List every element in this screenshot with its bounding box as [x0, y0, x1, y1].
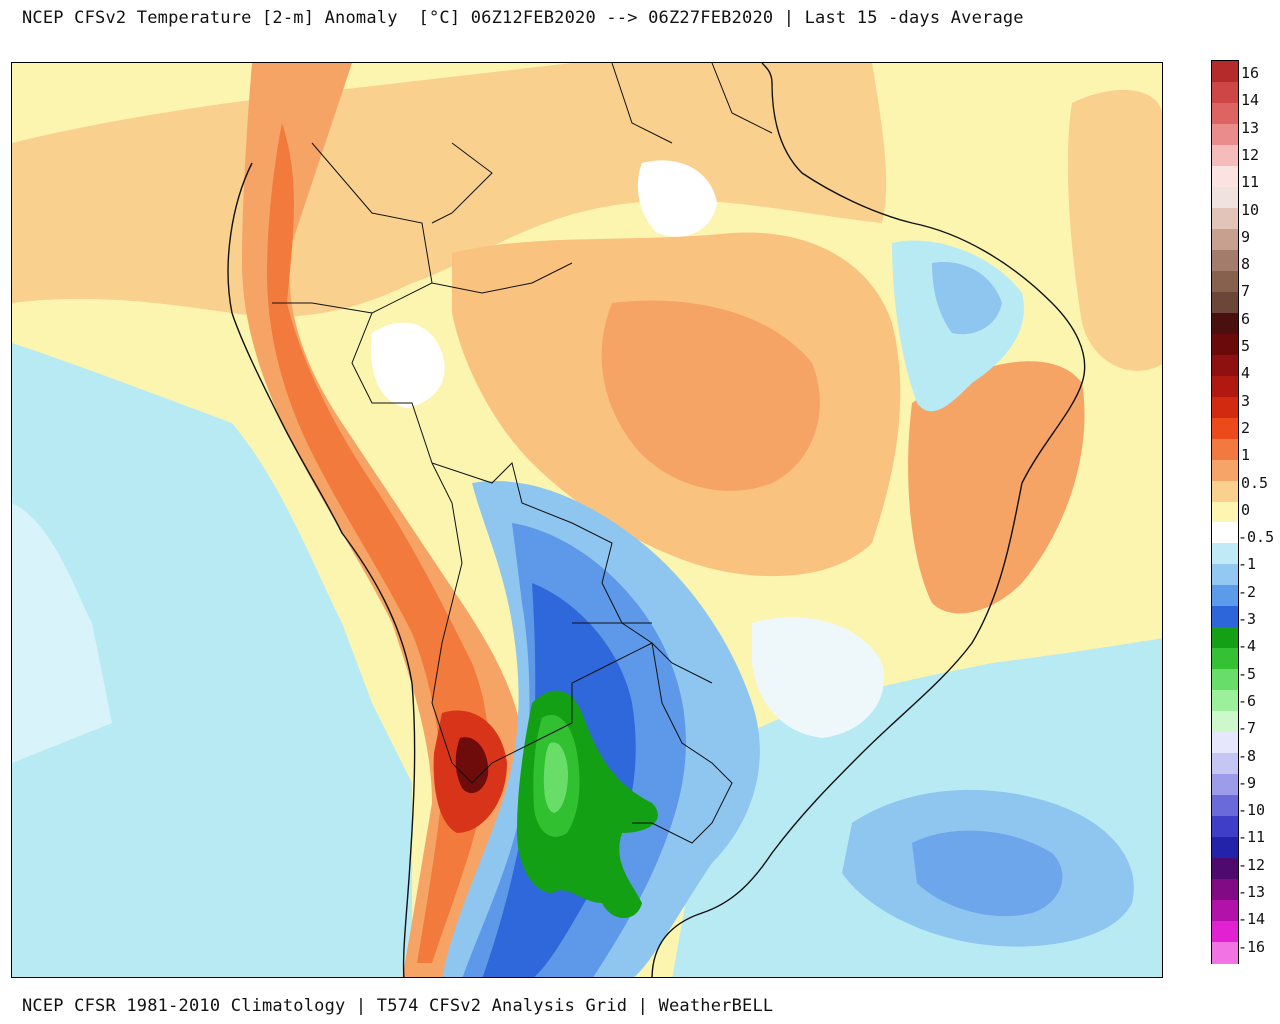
colorbar-swatch [1212, 354, 1238, 377]
bolivia-neutral-patch [371, 322, 445, 408]
colorbar-swatch [1212, 543, 1238, 566]
brazil-warm-core [601, 300, 820, 491]
colorbar-tick-label: 7 [1241, 282, 1251, 301]
colorbar-swatch [1212, 333, 1238, 356]
colorbar-swatch [1212, 816, 1238, 838]
colorbar-tick-label: -14 [1238, 910, 1266, 929]
colorbar-tick-label: 6 [1241, 309, 1251, 328]
colorbar-swatch [1212, 564, 1238, 586]
colorbar-tick-label: -3 [1238, 610, 1257, 628]
colorbar-tick-label: -7 [1238, 719, 1257, 738]
colorbar-swatch [1212, 669, 1238, 691]
colorbar-swatch [1212, 921, 1238, 943]
colorbar-tick-label: 0 [1241, 500, 1251, 519]
colorbar-tick-label: 5 [1241, 337, 1251, 355]
atlantic-cool-deep [912, 830, 1063, 917]
colorbar [1211, 60, 1239, 964]
colorbar-tick-label: -16 [1238, 937, 1266, 956]
argentina-peak-spot [455, 737, 489, 794]
colorbar-tick-label: -10 [1238, 801, 1266, 820]
amazon-neutral-patch [637, 160, 717, 237]
andes-hot-core [267, 123, 489, 963]
colorbar-tick-label: 10 [1241, 200, 1260, 219]
northeast-cool-core [932, 262, 1002, 335]
colorbar-tick-label: 1 [1241, 446, 1251, 465]
colorbar-swatch [1212, 270, 1238, 293]
anomaly-map-svg [12, 63, 1162, 977]
colorbar-tick-label: 16 [1241, 64, 1260, 82]
colorbar-swatch [1212, 585, 1238, 607]
argentina-green-light [543, 742, 568, 813]
colorbar-tick-label: -6 [1238, 691, 1257, 710]
colorbar-tick-label: 13 [1241, 118, 1260, 137]
colorbar-swatch [1212, 249, 1238, 272]
colorbar-swatch [1212, 312, 1238, 335]
colorbar-swatch [1212, 606, 1238, 628]
colorbar-tick-label: -11 [1238, 828, 1266, 847]
colorbar-tick-label: -5 [1238, 664, 1257, 683]
southeast-neutral-patch [752, 617, 884, 738]
colorbar-tick-label: -0.5 [1238, 528, 1275, 547]
colorbar-swatch [1212, 480, 1238, 503]
colorbar-tick-label: 9 [1241, 227, 1251, 246]
colorbar-swatch [1212, 291, 1238, 314]
colorbar-tick-label: 12 [1241, 145, 1260, 164]
colorbar-swatch [1212, 648, 1238, 670]
colorbar-swatch [1212, 396, 1238, 419]
country-borders [272, 63, 773, 844]
colorbar-swatch [1212, 165, 1238, 188]
colorbar-tick-label: -13 [1238, 883, 1266, 901]
colorbar-tick-label: -8 [1238, 746, 1257, 765]
colorbar-tick-label: 3 [1241, 391, 1251, 410]
colorbar-swatch [1212, 900, 1238, 922]
colorbar-tick-label: -12 [1238, 855, 1266, 874]
colorbar-tick-label: -2 [1238, 582, 1257, 601]
colorbar-swatch [1212, 102, 1238, 125]
northern-warm-band [12, 63, 887, 317]
colorbar-swatch [1212, 459, 1238, 482]
colorbar-swatch [1212, 417, 1238, 440]
map-title: NCEP CFSv2 Temperature [2-m] Anomaly [°C… [22, 8, 1024, 28]
colorbar-tick-label: 14 [1241, 91, 1260, 110]
colorbar-tick-label: -4 [1238, 637, 1257, 656]
colorbar-tick-label: -1 [1238, 555, 1257, 574]
colorbar-swatch [1212, 858, 1238, 880]
pacific-cool-core [12, 503, 112, 763]
east-coast-warm [908, 361, 1085, 614]
colorbar-swatch [1212, 627, 1238, 649]
colorbar-swatch [1212, 522, 1238, 545]
colorbar-swatch [1212, 207, 1238, 230]
colorbar-swatch [1212, 144, 1238, 167]
anomaly-map [11, 62, 1163, 978]
colorbar-swatch [1212, 690, 1238, 712]
colorbar-swatch [1212, 61, 1238, 83]
colorbar-tick-label: 8 [1241, 255, 1251, 274]
colorbar-swatch [1212, 123, 1238, 146]
colorbar-swatch [1212, 186, 1238, 209]
colorbar-swatch [1212, 942, 1238, 964]
colorbar-tick-label: 11 [1241, 173, 1260, 192]
colorbar-swatch [1212, 753, 1238, 775]
northeast-warm-right [1067, 89, 1162, 371]
colorbar-tick-label: 4 [1241, 364, 1251, 383]
colorbar-swatch [1212, 81, 1238, 104]
map-credit: NCEP CFSR 1981-2010 Climatology | T574 C… [22, 996, 774, 1016]
coastline [227, 63, 1086, 977]
colorbar-tick-label: 0.5 [1241, 473, 1269, 492]
colorbar-swatch [1212, 228, 1238, 251]
colorbar-tick-label: 2 [1241, 418, 1251, 437]
colorbar-swatch [1212, 438, 1238, 461]
colorbar-swatch [1212, 501, 1238, 524]
colorbar-swatch [1212, 732, 1238, 754]
pacific-cool-region [12, 343, 412, 977]
colorbar-swatch [1212, 774, 1238, 796]
colorbar-swatch [1212, 375, 1238, 398]
colorbar-swatch [1212, 795, 1238, 817]
colorbar-swatch [1212, 879, 1238, 901]
colorbar-swatch [1212, 711, 1238, 733]
colorbar-swatch [1212, 837, 1238, 859]
colorbar-tick-label: -9 [1238, 773, 1257, 792]
